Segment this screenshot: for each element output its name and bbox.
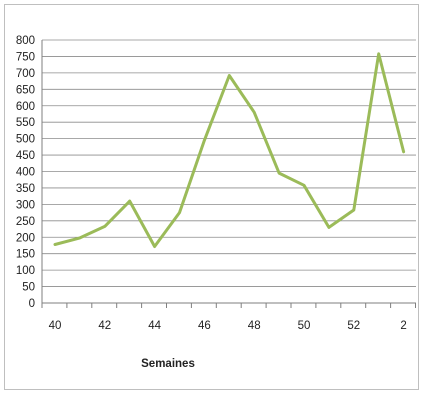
data-point bbox=[277, 171, 281, 175]
data-point bbox=[253, 111, 256, 114]
data-point bbox=[78, 236, 82, 240]
x-tick-label: 42 bbox=[98, 320, 111, 332]
chart-frame bbox=[4, 4, 419, 390]
x-tick-label: 52 bbox=[347, 320, 360, 332]
data-point bbox=[327, 226, 331, 229]
data-point bbox=[228, 74, 231, 77]
data-point bbox=[302, 184, 306, 187]
y-tick-label: 750 bbox=[16, 51, 35, 63]
y-tick-label: 350 bbox=[16, 183, 35, 195]
y-tick-label: 550 bbox=[16, 117, 35, 129]
y-tick-label: 400 bbox=[16, 167, 35, 179]
y-tick-label: 250 bbox=[16, 216, 35, 228]
x-tick-label: 50 bbox=[298, 320, 311, 332]
data-point bbox=[103, 225, 107, 228]
series-line bbox=[53, 52, 406, 248]
axes bbox=[41, 40, 416, 308]
x-tick-label: 2 bbox=[400, 320, 406, 332]
data-point bbox=[377, 52, 380, 56]
data-point bbox=[178, 211, 181, 214]
y-axis-tick-labels: 0 50 100 150 200 250 300 350 400 450 500 550 600 650 7… bbox=[16, 35, 35, 310]
x-axis-label: Semaines bbox=[141, 358, 195, 370]
data-point bbox=[203, 139, 206, 142]
y-tick-label: 700 bbox=[16, 68, 35, 80]
y-tick-label: 100 bbox=[16, 265, 35, 277]
y-tick-label: 200 bbox=[16, 232, 35, 244]
x-tick-label: 48 bbox=[248, 320, 261, 332]
y-tick-label: 50 bbox=[22, 282, 35, 294]
y-tick-label: 450 bbox=[16, 150, 35, 162]
data-point bbox=[128, 199, 131, 203]
x-tick-label: 44 bbox=[148, 320, 161, 332]
y-tick-label: 300 bbox=[16, 199, 35, 211]
y-tick-label: 150 bbox=[16, 249, 35, 261]
y-tick-label: 650 bbox=[16, 84, 35, 96]
y-tick-label: 800 bbox=[16, 35, 35, 47]
x-tick-label: 46 bbox=[198, 320, 211, 332]
data-point bbox=[402, 150, 405, 153]
series-group bbox=[53, 52, 406, 248]
y-tick-label: 0 bbox=[29, 298, 35, 310]
data-point bbox=[352, 208, 355, 212]
x-axis-tick-labels: 40 42 44 46 48 50 52 2 bbox=[49, 320, 407, 332]
y-tick-label: 500 bbox=[16, 134, 35, 146]
data-point bbox=[53, 243, 57, 246]
data-point bbox=[153, 245, 156, 248]
y-tick-label: 600 bbox=[16, 101, 35, 113]
x-tick-label: 40 bbox=[49, 320, 62, 332]
